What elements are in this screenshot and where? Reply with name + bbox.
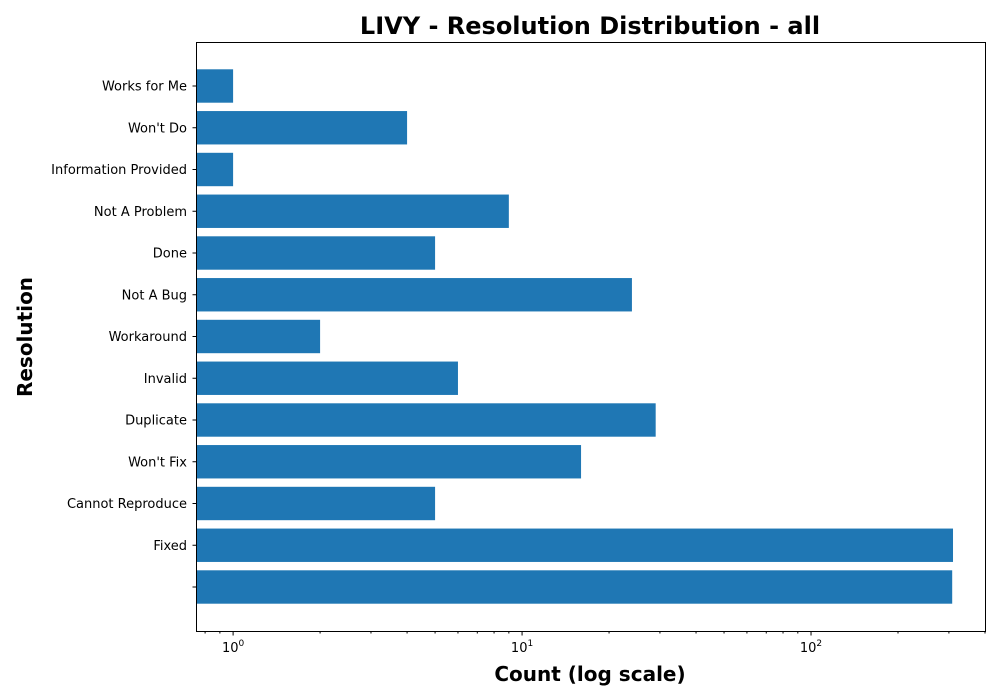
y-tick-label: Won't Fix	[128, 455, 187, 470]
bar	[197, 319, 321, 354]
bar	[197, 236, 436, 270]
y-tick-label: Done	[153, 247, 187, 262]
bar	[197, 486, 436, 521]
y-tick-label: Invalid	[144, 372, 187, 387]
x-tick-label: 102	[800, 639, 822, 656]
bar	[197, 445, 582, 479]
bar	[197, 570, 953, 604]
y-ticks-layer: Works for Me Won't Do Information Provided…	[51, 80, 197, 588]
y-tick-label: Not A Problem	[94, 205, 187, 220]
x-ticks-layer: 100 101 102	[204, 631, 986, 656]
chart-title: LIVY - Resolution Distribution - all	[360, 12, 820, 40]
y-tick-label: Won't Do	[128, 121, 187, 136]
y-tick-label: Fixed	[153, 539, 187, 554]
bar	[197, 528, 954, 562]
bar	[197, 194, 509, 228]
bars-layer	[197, 69, 954, 604]
bar	[197, 152, 234, 187]
bar	[197, 403, 656, 437]
y-axis-label: Resolution	[13, 277, 37, 397]
y-tick-label: Cannot Reproduce	[67, 497, 187, 512]
y-tick-label: Not A Bug	[122, 288, 187, 303]
bar	[197, 278, 632, 312]
y-tick-label: Works for Me	[102, 80, 187, 95]
x-tick-label: 100	[222, 639, 245, 656]
bar	[197, 111, 408, 145]
x-axis-label: Count (log scale)	[494, 662, 685, 686]
y-tick-label: Duplicate	[125, 414, 187, 429]
plot-frame	[196, 42, 986, 632]
bar	[197, 361, 458, 395]
y-tick-label: Workaround	[109, 330, 187, 345]
y-tick-label: Information Provided	[51, 163, 187, 178]
x-tick-label: 101	[511, 639, 533, 656]
bar	[197, 69, 234, 103]
